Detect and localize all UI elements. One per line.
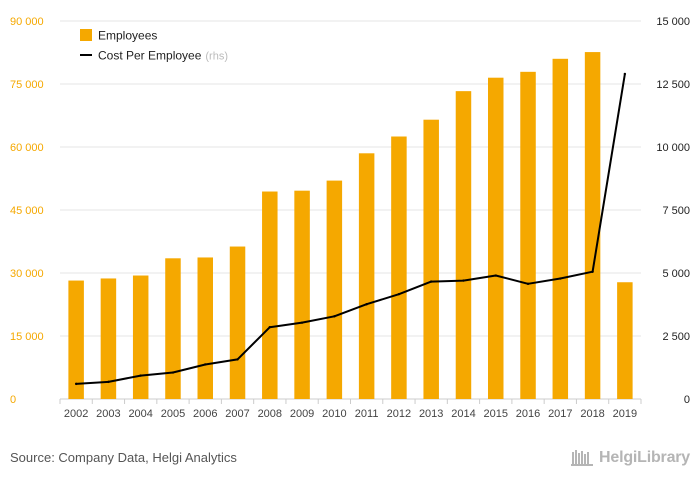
employees-bar	[326, 180, 343, 399]
employees-bar	[391, 136, 407, 399]
x-axis-tick-label: 2016	[516, 408, 540, 420]
x-axis-tick-label: 2015	[484, 408, 508, 420]
right-axis-tick-label: 2 500	[662, 331, 690, 343]
left-axis-tick-label: 15 000	[10, 331, 44, 343]
cost-per-employee-point	[74, 382, 78, 386]
legend-rhs-suffix: (rhs)	[205, 51, 228, 63]
employees-bar	[294, 190, 310, 399]
x-axis-tick-label: 2003	[96, 408, 120, 420]
employees-bar	[617, 282, 633, 399]
x-axis-tick-label: 2007	[225, 408, 249, 420]
cost-per-employee-point	[526, 282, 530, 286]
cost-per-employee-point	[429, 280, 433, 283]
employees-bar	[455, 91, 472, 399]
cost-per-employee-point	[107, 380, 110, 384]
cost-per-employee-point	[204, 363, 207, 366]
x-axis-tick-label: 2014	[451, 408, 475, 420]
cost-per-employee-line	[76, 73, 626, 385]
left-axis-tick-labels: 0 15 000 30 000 45 000 60 000 75 000 90 000	[10, 16, 44, 406]
left-axis-tick-label: 90 000	[10, 16, 44, 28]
x-axis-tick-label: 2006	[193, 408, 217, 420]
logo-text: HelgiLibrary	[599, 449, 690, 466]
employees-bar	[68, 280, 84, 399]
x-axis-tick-label: 2005	[161, 408, 185, 420]
employees-bar	[229, 246, 246, 399]
cost-per-employee-point	[462, 279, 465, 282]
cost-per-employee-point	[139, 374, 142, 377]
cost-per-employee-point	[623, 72, 627, 76]
right-axis-tick-label: 5 000	[662, 268, 690, 280]
right-axis-tick-label: 15 000	[656, 16, 690, 28]
x-axis-tick-label: 2013	[419, 408, 443, 420]
legend-series-name: Cost Per Employee	[98, 49, 202, 63]
employees-bar	[584, 52, 601, 400]
left-axis-tick-label: 60 000	[10, 142, 44, 154]
employees-bar	[423, 119, 439, 399]
cost-per-employee-line-layer	[74, 72, 627, 386]
x-axis-tick-label: 2010	[322, 408, 346, 420]
right-axis-tick-labels: 0 2 500 5 000 7 500 10 000 12 500 15 000	[656, 16, 690, 406]
employees-bars	[68, 52, 633, 400]
x-axis-tick-label: 2004	[128, 408, 152, 420]
x-axis-tick-label: 2012	[387, 408, 411, 420]
right-axis-tick-label: 12 500	[656, 79, 690, 91]
cost-per-employee-point	[333, 315, 336, 318]
cost-per-employee-point	[591, 270, 594, 273]
x-axis-tick-label: 2008	[258, 408, 282, 420]
cost-per-employee-point	[397, 292, 401, 296]
x-axis-tick-label: 2009	[290, 408, 314, 420]
cost-per-employee-point	[300, 321, 304, 324]
employees-bar	[132, 275, 149, 399]
x-axis-tick-label: 2011	[355, 408, 379, 420]
right-axis-tick-label: 7 500	[662, 205, 690, 217]
employees-bar	[262, 191, 278, 399]
source-note: Source: Company Data, Helgi Analytics	[10, 450, 237, 465]
gridlines	[60, 20, 641, 400]
x-axis-tick-label: 2017	[548, 408, 572, 420]
cost-per-employee-point	[365, 303, 368, 306]
cost-per-employee-point	[559, 277, 562, 280]
left-axis-tick-label: 0	[10, 394, 16, 406]
employees-bar	[165, 258, 181, 399]
legend-swatch-employees	[80, 29, 92, 41]
x-axis-tick-label: 2019	[613, 408, 637, 420]
left-axis-tick-label: 75 000	[10, 79, 44, 91]
x-axis-tick-label: 2018	[580, 408, 604, 420]
employees-bar	[100, 278, 117, 399]
legend-label-employees: Employees	[98, 29, 157, 43]
employees-bar	[520, 71, 536, 399]
cost-per-employee-point	[268, 325, 272, 329]
employees-bar	[488, 77, 504, 399]
left-axis-tick-label: 30 000	[10, 268, 44, 280]
employees-bar	[358, 153, 375, 399]
left-axis-tick-label: 45 000	[10, 205, 44, 217]
x-axis-tick-labels: 2002 2003 2004 2005 2006 2007 2008 2009 2010 2011…	[59, 399, 642, 420]
employees-bar	[552, 58, 569, 400]
employees-bar	[197, 257, 213, 399]
legend-label-cost-per-employee: Cost Per Employee (rhs)	[98, 49, 228, 63]
helgi-library-logo: HelgiLibrary	[571, 446, 690, 470]
bookshelf-icon	[571, 450, 594, 466]
cost-per-employee-point	[236, 358, 239, 361]
cost-per-employee-point	[494, 274, 497, 277]
cost-per-employee-point	[171, 371, 175, 374]
x-axis-tick-label: 2002	[64, 408, 88, 420]
right-axis-tick-label: 0	[684, 394, 690, 406]
legend: Employees Cost Per Employee (rhs)	[80, 29, 228, 63]
right-axis-tick-label: 10 000	[656, 142, 690, 154]
